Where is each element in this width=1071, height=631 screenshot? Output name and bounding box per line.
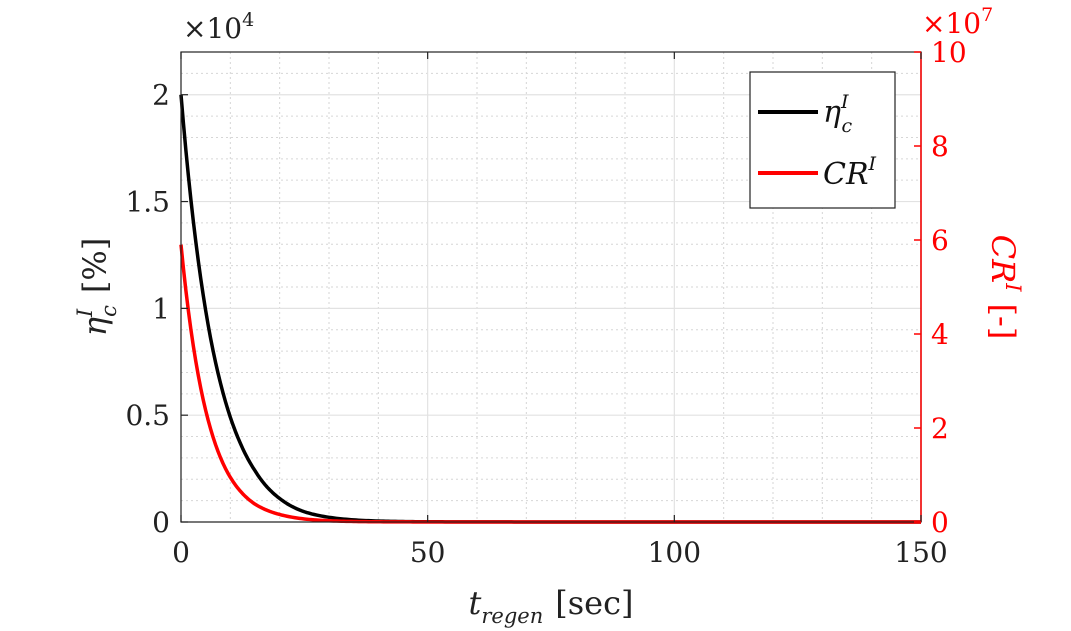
legend-eta-base: η xyxy=(823,95,841,130)
y-left-axis-label: ηIc [%] xyxy=(73,238,121,337)
right-exponent-power: 7 xyxy=(981,4,993,26)
legend-cr-sup: I xyxy=(868,153,877,175)
y-left-tick-label: 0 xyxy=(152,506,170,539)
y-right-tick-label: 0 xyxy=(931,506,949,539)
y-right-axis-label-unit: [-] xyxy=(984,304,1022,340)
x-tick-label: 150 xyxy=(894,536,947,569)
x-axis-label-base: t xyxy=(469,584,482,622)
y-left-tick-label: 0.5 xyxy=(125,399,170,432)
y-left-tick-label: 1 xyxy=(152,292,170,325)
y-left-tick-label: 2 xyxy=(152,79,170,112)
y-left-tick-label: 1.5 xyxy=(125,186,170,219)
minor-grid xyxy=(181,52,921,522)
legend-box xyxy=(749,71,896,209)
y-left-axis-label-sup: I xyxy=(73,308,97,318)
x-tick-label: 100 xyxy=(648,536,701,569)
y-right-tick-label: 10 xyxy=(931,36,967,69)
x-axis-label-sub: regen xyxy=(481,604,543,628)
y-right-tick-label: 8 xyxy=(931,130,949,163)
legend-eta-sup: I xyxy=(840,91,849,113)
y-left-axis-label-base: η xyxy=(76,317,114,336)
y-right-axis-label-sup: I xyxy=(1001,282,1025,292)
y-right-axis-label-base: CR xyxy=(984,235,1022,284)
x-tick-label: 50 xyxy=(410,536,446,569)
y-right-tick-label: 2 xyxy=(931,412,949,445)
left-exponent-power: 4 xyxy=(242,9,254,31)
y-right-tick-label: 4 xyxy=(931,318,949,351)
x-axis-label: tregen [sec] xyxy=(469,584,634,628)
right-exponent-base: ×10 xyxy=(922,7,981,40)
x-axis-label-unit: [sec] xyxy=(555,584,633,622)
legend: ηI c CRI xyxy=(749,71,896,209)
y-right-tick-label: 6 xyxy=(931,224,949,257)
y-left-axis-label-sub: c xyxy=(97,305,121,317)
legend-label-eta: ηI c xyxy=(823,91,853,137)
left-exponent-base: ×10 xyxy=(183,12,242,45)
legend-eta-sub: c xyxy=(842,115,853,137)
legend-cr-base: CR xyxy=(823,157,869,192)
right-exponent-label: ×107 xyxy=(922,4,993,40)
x-tick-label: 0 xyxy=(172,536,190,569)
legend-label-cr: CRI xyxy=(823,153,877,192)
left-exponent-label: ×104 xyxy=(183,9,254,45)
y-right-axis-label: CRI [-] xyxy=(984,235,1025,340)
ticks xyxy=(180,51,922,523)
y-left-axis-label-unit: [%] xyxy=(76,238,114,293)
